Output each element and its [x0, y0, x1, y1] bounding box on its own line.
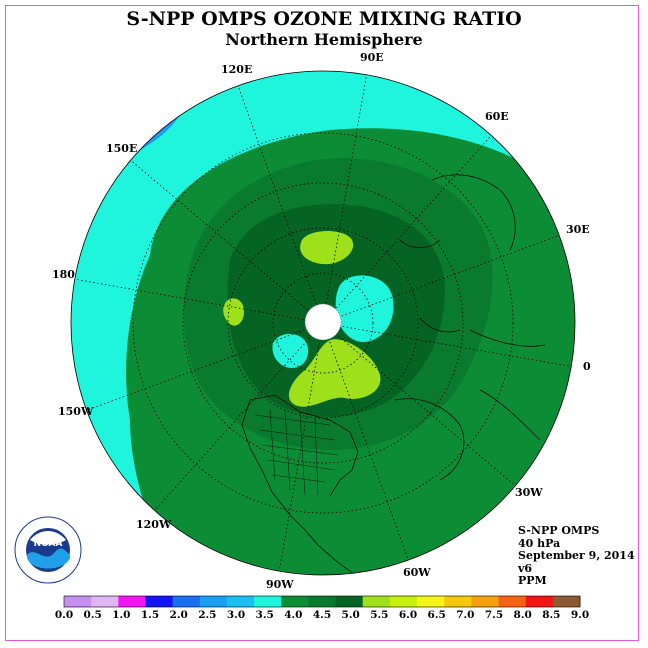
lon-label-30e: 30E [566, 223, 590, 236]
lon-label-0: 0 [583, 360, 591, 373]
lon-label-60e: 60E [485, 110, 509, 123]
ozone-band-5.5-6.0-west [223, 298, 244, 326]
ozone-band-5.5-6.0-south [288, 339, 381, 407]
colorbar-tick-label: 1.0 [112, 609, 131, 621]
colorbar-tick-label: 6.5 [427, 609, 446, 621]
colorbar-swatch [118, 596, 146, 607]
noaa-logo: NOAA [14, 516, 82, 584]
lon-label-90e: 90E [360, 51, 384, 64]
noaa-bird-icon [30, 531, 66, 545]
info-version: v6 [518, 561, 533, 575]
colorbar-swatch [199, 596, 228, 607]
noaa-logo-text: NOAA [34, 539, 63, 549]
colorbar-tick-label: 7.5 [484, 609, 504, 621]
data-info-block: S-NPP OMPS 40 hPa September 9, 2014 v6 P… [518, 524, 635, 588]
colorbar-swatch [444, 596, 472, 607]
usa-state-grid [254, 409, 339, 496]
colorbar-swatch [254, 596, 282, 607]
map-title: S-NPP OMPS OZONE MIXING RATIO [126, 8, 522, 30]
colorbar-tick-label: 3.5 [255, 609, 274, 621]
colorbar-swatch [308, 596, 337, 607]
colorbar-tick-label: 4.5 [312, 609, 332, 621]
colorbar-tick-label: 0.5 [83, 609, 102, 621]
colorbar-tick-label: 1.5 [140, 609, 160, 621]
colorbar-tick-label: 8.0 [513, 609, 532, 621]
colorbar-tick-label: 2.0 [169, 609, 188, 621]
colorbar-tick-label: 8.5 [542, 609, 561, 621]
colorbar-swatch [226, 596, 255, 607]
lon-label-60w: 60W [403, 566, 431, 579]
info-date: September 9, 2014 [518, 549, 635, 562]
page-frame [5, 5, 639, 641]
colorbar-swatch [335, 596, 364, 607]
colorbar-swatch [471, 596, 500, 607]
info-instrument: S-NPP OMPS [518, 524, 600, 537]
coastlines [241, 174, 546, 575]
graticule [71, 71, 575, 575]
colorbar-swatch [552, 596, 581, 607]
colorbar-tick-label: 5.5 [370, 609, 389, 621]
info-pressure: 40 hPa [518, 536, 561, 550]
colorbar-tick-label: 2.5 [198, 609, 217, 621]
colorbar [63, 595, 581, 608]
lon-label-120e: 120E [221, 63, 253, 76]
ozone-band-3.5-4.0-arctic-west [272, 333, 309, 368]
lon-label-30w: 30W [515, 486, 543, 499]
lon-label-120w: 120W [136, 518, 172, 531]
info-units: PPM [518, 574, 547, 587]
colorbar-swatch [172, 596, 201, 607]
colorbar-border [63, 595, 581, 608]
ozone-band-3.5-4.0-arctic-east [335, 275, 394, 343]
lon-label-150e: 150E [106, 142, 138, 155]
colorbar-tick-label: 9.0 [570, 609, 590, 621]
colorbar-tick-label: 0.0 [54, 609, 74, 621]
colorbar-swatch [145, 596, 174, 607]
colorbar-tick-label: 3.0 [226, 609, 246, 621]
colorbar-tick-label: 6.0 [398, 609, 418, 621]
ozone-band-5.5-6.0-north [300, 231, 354, 265]
lon-label-150w: 150W [58, 405, 94, 418]
colorbar-tick-label: 4.0 [284, 609, 303, 621]
colorbar-swatch [417, 596, 445, 607]
polar-mask [304, 303, 342, 341]
globe-outline [70, 70, 576, 576]
map-subtitle: Northern Hemisphere [225, 30, 423, 49]
lon-label-180: 180 [52, 268, 75, 281]
colorbar-tick-label: 7.0 [456, 609, 475, 621]
noaa-wave-icon [27, 548, 70, 569]
colorbar-swatch [389, 596, 418, 607]
colorbar-swatch [362, 596, 391, 607]
colorbar-tick-label: 5.0 [341, 609, 360, 621]
colorbar-swatch [525, 596, 554, 607]
lon-label-90w: 90W [266, 578, 294, 591]
colorbar-swatch [498, 596, 527, 607]
colorbar-swatch [91, 596, 119, 607]
colorbar-swatch [64, 596, 92, 607]
colorbar-swatch [281, 596, 309, 607]
